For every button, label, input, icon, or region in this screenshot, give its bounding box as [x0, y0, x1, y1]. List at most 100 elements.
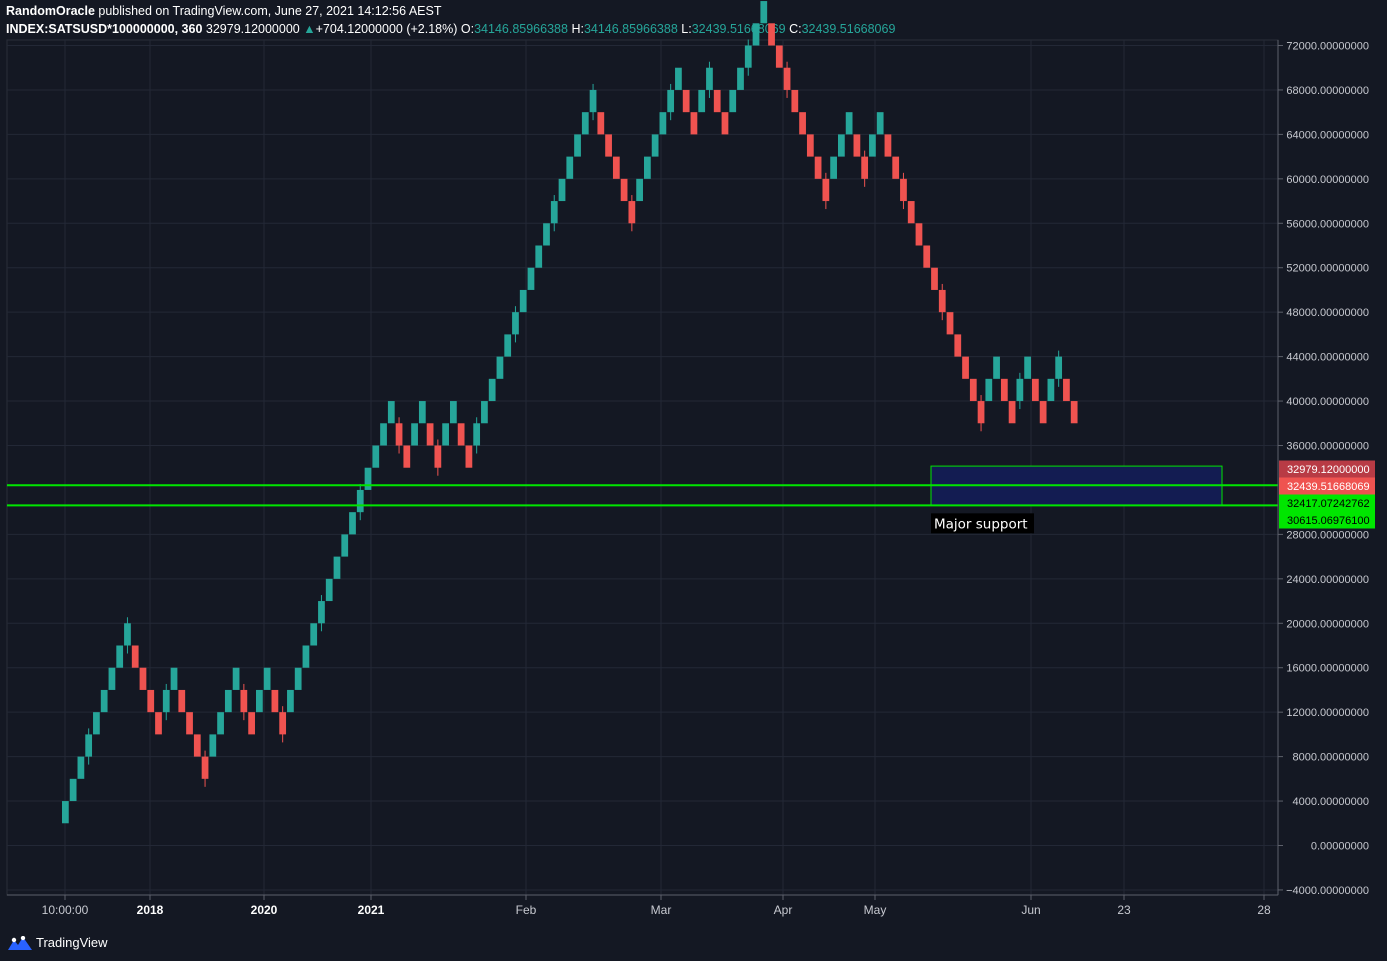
price-tag-label: 32979.12000000: [1287, 464, 1370, 476]
renko-brick-down: [620, 178, 628, 202]
renko-brick-down: [768, 23, 775, 46]
support-zone-label-bg: [931, 513, 1034, 534]
renko-brick-down: [946, 312, 954, 335]
renko-brick-up: [985, 378, 993, 402]
renko-brick-up: [232, 667, 240, 690]
renko-brick-up: [558, 178, 566, 202]
renko-brick-up: [566, 156, 574, 179]
renko-brick-down: [597, 112, 605, 135]
renko-brick-up: [496, 356, 504, 379]
support-zone: Major support: [930, 465, 1223, 534]
renko-brick-up: [310, 623, 318, 646]
support-zone-label: Major support: [934, 516, 1028, 532]
renko-brick-up: [519, 289, 527, 313]
price-tag: [1279, 477, 1375, 495]
renko-brick-up: [993, 356, 1000, 379]
renko-brick-up: [93, 712, 100, 735]
price-tag: [1279, 494, 1375, 512]
y-tick-label: −4000.00000000: [1286, 885, 1369, 897]
renko-brick-down: [799, 112, 806, 135]
renko-brick-down: [1063, 378, 1070, 402]
renko-brick-up: [263, 667, 271, 690]
renko-brick-down: [1070, 401, 1078, 424]
renko-brick-down: [931, 267, 938, 290]
renko-brick-down: [690, 112, 698, 135]
open-label: O:: [460, 22, 475, 36]
renko-brick-up: [737, 67, 744, 90]
x-tick-label: 2020: [251, 903, 278, 917]
renko-brick-up: [287, 689, 294, 713]
x-tick-label: Jun: [1021, 903, 1040, 917]
y-tick-label: 24000.00000000: [1286, 574, 1369, 586]
author-name[interactable]: RandomOracle: [6, 4, 95, 18]
renko-brick-up: [294, 667, 302, 690]
renko-brick-down: [791, 89, 799, 113]
renko-brick-up: [752, 23, 760, 46]
tradingview-logo-icon: [8, 935, 32, 950]
renko-brick-down: [775, 45, 783, 68]
renko-brick-up: [100, 689, 108, 713]
low-label: L:: [681, 22, 692, 36]
low-value: 32439.51668069: [691, 22, 786, 36]
renko-brick-down: [969, 378, 977, 402]
y-tick-label: 8000.00000000: [1293, 752, 1369, 764]
renko-brick-down: [1032, 378, 1039, 402]
renko-brick-down: [962, 356, 969, 379]
x-tick-label: 28: [1257, 903, 1271, 917]
x-tick-label: Mar: [651, 903, 672, 917]
renko-brick-up: [442, 423, 449, 446]
renko-brick-up: [581, 112, 589, 135]
tradingview-brand[interactable]: TradingView: [8, 935, 108, 950]
renko-brick-up: [675, 67, 682, 90]
renko-brick-down: [271, 689, 279, 713]
close-value: 32439.51668069: [801, 22, 896, 36]
renko-brick-up: [698, 89, 706, 113]
renko-brick-down: [806, 134, 814, 157]
publish-info: published on TradingView.com, June 27, 2…: [98, 4, 442, 18]
renko-brick-down: [915, 223, 923, 246]
renko-brick-up: [535, 245, 543, 268]
chart-footer: [0, 925, 1387, 961]
renko-brick-up: [217, 712, 224, 735]
renko-brick-down: [147, 689, 155, 713]
renko-brick-up: [333, 556, 341, 579]
y-tick-label: 4000.00000000: [1293, 796, 1369, 808]
symbol-name[interactable]: INDEX:SATSUSD*100000000, 360: [6, 22, 203, 36]
renko-brick-down: [186, 712, 193, 735]
chart-header: RandomOracle published on TradingView.co…: [0, 0, 1387, 40]
renko-brick-up: [574, 134, 581, 157]
x-tick-label: May: [864, 903, 887, 917]
renko-brick-up: [1024, 356, 1031, 379]
open-value: 34146.85966388: [474, 22, 568, 36]
y-tick-label: 60000.00000000: [1286, 174, 1369, 186]
renko-brick-down: [682, 89, 690, 113]
y-tick-label: 64000.00000000: [1286, 129, 1369, 141]
renko-brick-up: [224, 689, 232, 713]
renko-brick-up: [729, 89, 737, 113]
renko-brick-down: [178, 689, 186, 713]
renko-brick-up: [488, 378, 496, 402]
renko-brick-up: [349, 512, 356, 535]
renko-brick-down: [131, 645, 139, 668]
renko-brick-up: [62, 801, 69, 824]
price-tag: [1279, 460, 1375, 478]
renko-brick-down: [923, 245, 931, 268]
close-label: C:: [789, 22, 802, 36]
y-tick-label: 44000.00000000: [1286, 352, 1369, 364]
renko-brick-up: [1047, 378, 1055, 402]
up-triangle-icon: ▲: [303, 22, 316, 36]
x-tick-label: Apr: [774, 903, 793, 917]
renko-brick-down: [155, 712, 162, 735]
renko-brick-up: [636, 178, 643, 202]
renko-brick-up: [760, 1, 768, 24]
y-tick-label: 36000.00000000: [1286, 441, 1369, 453]
renko-chart[interactable]: Major support 72000.00000000 68000.000000…: [0, 0, 1387, 925]
renko-brick-up: [543, 223, 550, 246]
y-tick-label: 68000.00000000: [1286, 85, 1369, 97]
renko-brick-down: [612, 156, 620, 179]
renko-brick-up: [325, 578, 333, 602]
renko-brick-up: [364, 467, 372, 490]
renko-brick-up: [830, 156, 837, 179]
price-tag: [1279, 511, 1375, 529]
renko-brick-up: [116, 645, 124, 668]
